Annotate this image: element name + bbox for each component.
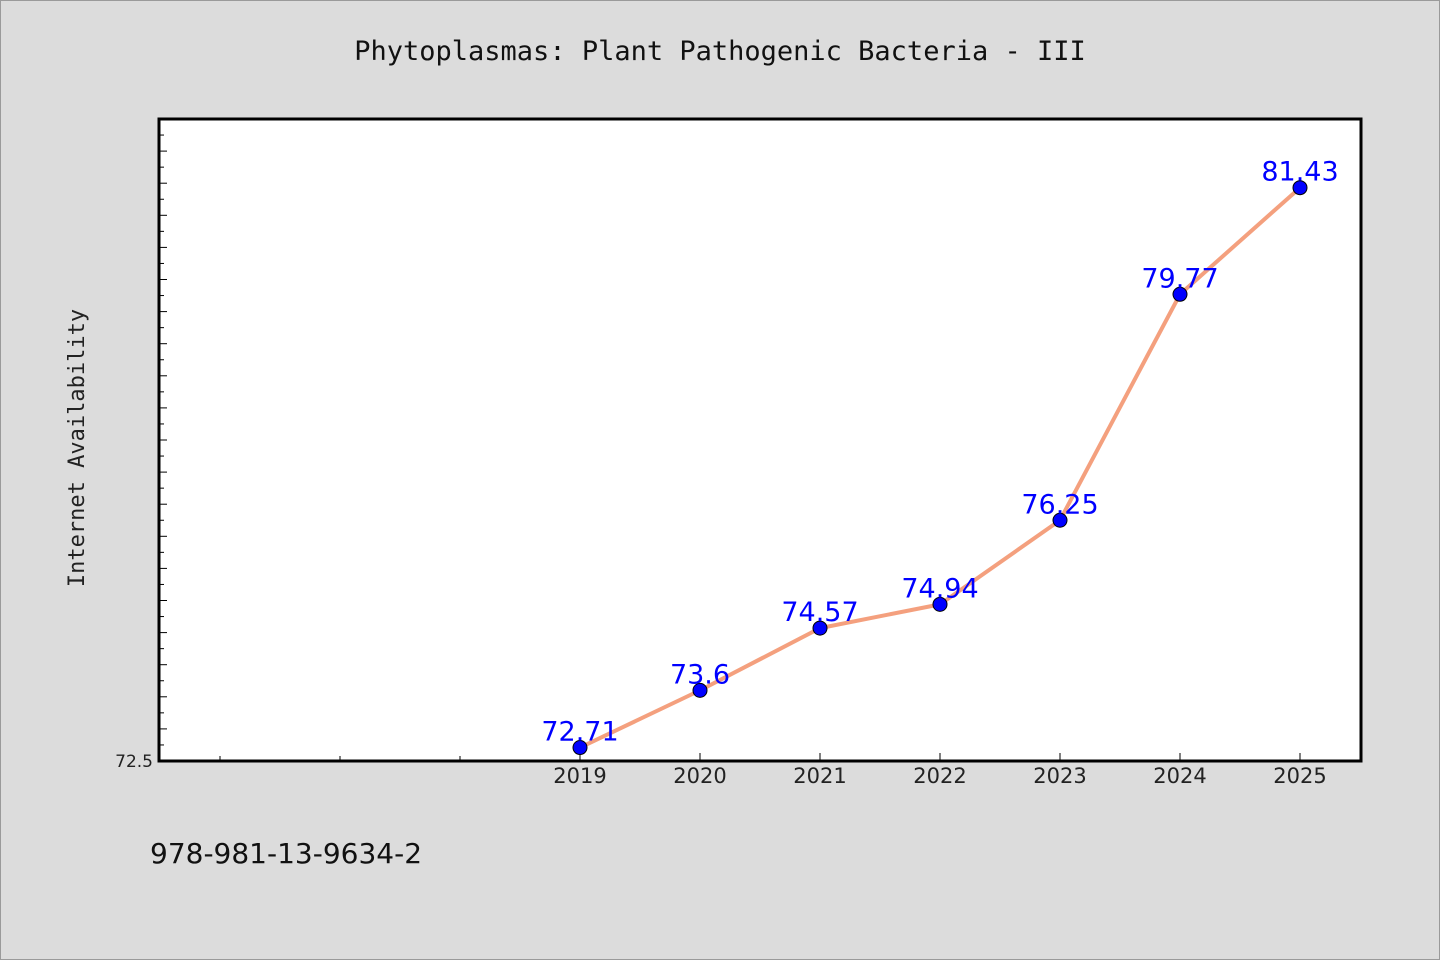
data-label: 73.6 [670, 659, 730, 690]
y-tick-label: 72.5 [115, 752, 153, 772]
data-point [692, 682, 708, 698]
y-axis-label: Internet Availability [65, 309, 90, 587]
y-tick-labels: 72.5 [115, 752, 153, 772]
x-tick-label: 2022 [913, 764, 966, 788]
x-tick-label: 2021 [793, 764, 846, 788]
data-point [1052, 512, 1068, 528]
data-point [812, 620, 828, 636]
plot-area [159, 119, 1361, 761]
data-label: 72.71 [541, 717, 618, 748]
x-tick-label: 2019 [553, 764, 606, 788]
x-axis-ticks: 2019 2020 2021 2022 2023 2024 2025 [553, 753, 1327, 788]
data-point [1172, 286, 1188, 302]
x-tick-label: 2023 [1033, 764, 1086, 788]
chart-title: Phytoplasmas: Plant Pathogenic Bacteria … [354, 36, 1086, 67]
data-labels: 72.71 73.6 74.57 74.94 76.25 79.77 81.43 [541, 157, 1338, 748]
data-point [572, 740, 588, 756]
isbn-footer: 978-981-13-9634-2 [150, 837, 422, 870]
x-tick-label: 2025 [1273, 764, 1326, 788]
x-tick-label: 2020 [673, 764, 726, 788]
data-label: 79.77 [1141, 263, 1218, 294]
plot-border [157, 117, 1363, 763]
data-markers [572, 180, 1308, 756]
data-point [1292, 180, 1308, 196]
data-label: 76.25 [1021, 489, 1098, 520]
data-point [932, 596, 948, 612]
data-label: 81.43 [1261, 157, 1338, 188]
x-tick-label: 2024 [1153, 764, 1206, 788]
data-label: 74.57 [781, 597, 858, 628]
data-label: 74.94 [901, 573, 978, 604]
